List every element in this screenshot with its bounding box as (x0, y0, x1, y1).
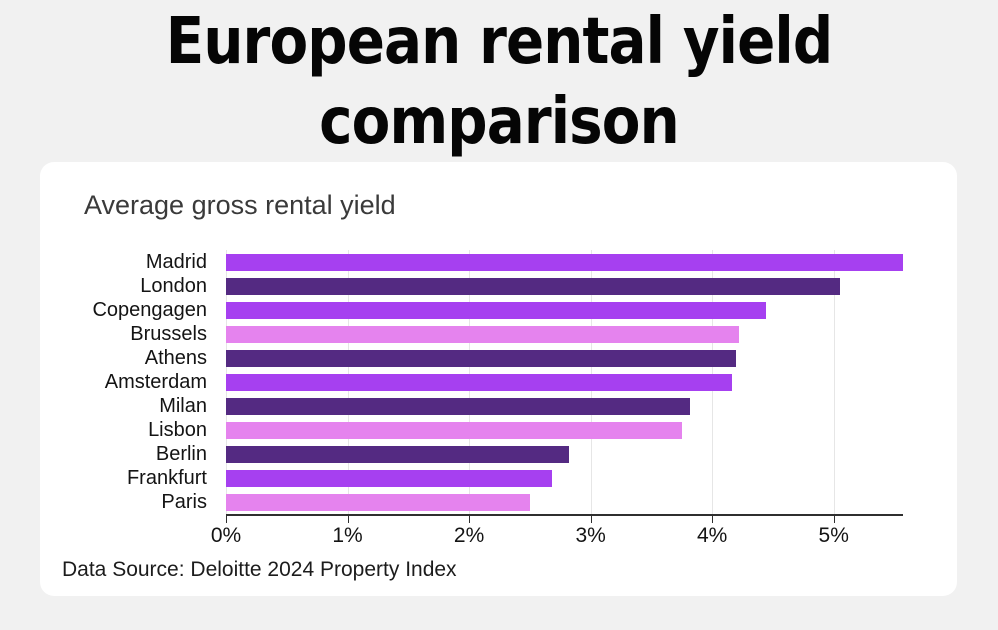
bar-row (226, 394, 903, 418)
plot-area (226, 250, 903, 516)
x-axis-spacer (62, 516, 226, 554)
tick-mark (833, 516, 835, 523)
gridline (833, 250, 835, 514)
category-label: Paris (161, 491, 207, 513)
x-tick-label: 4% (696, 524, 728, 547)
bar-row (226, 466, 903, 490)
x-axis-ticks: 0% 1% 2% 3% 4% 5% (211, 516, 903, 554)
tick-mark (590, 516, 592, 523)
bar-row (226, 370, 903, 394)
x-tick-label: 3% (575, 524, 606, 547)
page-title: European rental yield comparison (165, 5, 833, 159)
x-tick-label: 1% (332, 524, 363, 547)
tick-mark (347, 516, 349, 523)
bar-madrid (226, 253, 903, 271)
bar-row (226, 346, 903, 370)
bar-amsterdam (226, 373, 732, 391)
x-tick-label: 5% (818, 524, 849, 547)
category-label: London (140, 275, 207, 297)
bar-berlin (226, 445, 569, 463)
x-tick-label: 2% (453, 524, 485, 547)
bar-lisbon (226, 421, 682, 439)
bar-row (226, 274, 903, 298)
bar-row (226, 298, 903, 322)
bar-london (226, 277, 840, 295)
data-source: Data Source: Deloitte 2024 Property Inde… (62, 558, 457, 581)
category-label: Berlin (155, 443, 207, 465)
category-label: Brussels (130, 323, 207, 345)
x-tick-label: 0% (210, 524, 242, 547)
bar-frankfurt (226, 469, 552, 487)
bar-row (226, 418, 903, 442)
bar-paris (226, 493, 530, 511)
tick-mark (712, 516, 714, 523)
chart-card: Average gross rental yield Madrid London C… (40, 162, 957, 596)
bar-copengagen (226, 301, 766, 319)
bar-brussels (226, 325, 739, 343)
chart-subtitle: Average gross rental yield (84, 190, 396, 220)
bar-row (226, 490, 903, 514)
category-label: Lisbon (148, 419, 207, 441)
x-axis: 0% 1% 2% 3% 4% 5% (62, 516, 903, 554)
tick-mark (469, 516, 471, 523)
bar-chart: Madrid London Copengagen Brussels Athens Amst… (62, 250, 903, 516)
category-label: Frankfurt (126, 467, 207, 489)
bar-row (226, 322, 903, 346)
category-label: Copengagen (92, 299, 207, 321)
tick-mark (226, 516, 227, 523)
page: European rental yield comparison Average… (0, 2, 998, 596)
category-labels: Madrid London Copengagen Brussels Athens Amst… (62, 250, 226, 516)
category-label: Milan (159, 395, 207, 417)
bar-row (226, 250, 903, 274)
category-label: Amsterdam (104, 371, 207, 393)
category-label: Madrid (145, 251, 207, 273)
category-label: Athens (144, 347, 207, 369)
bar-athens (226, 349, 737, 367)
bar-milan (226, 397, 691, 415)
bar-row (226, 442, 903, 466)
